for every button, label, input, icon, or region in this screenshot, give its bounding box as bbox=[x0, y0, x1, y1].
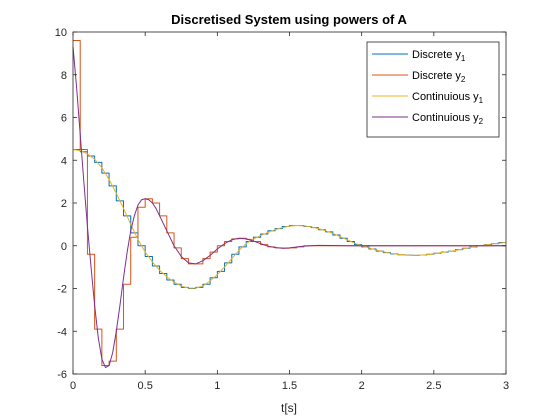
y-tick-label: 2 bbox=[61, 198, 67, 210]
series-line-4 bbox=[72, 46, 506, 369]
y-tick-label: 6 bbox=[61, 113, 67, 125]
legend-label-2: Discrete y2 bbox=[412, 70, 466, 84]
series-layer bbox=[72, 40, 507, 369]
legend-label-1: Discrete y1 bbox=[412, 49, 466, 63]
y-tick-label: 8 bbox=[61, 70, 67, 82]
legend: Discrete y1 Discrete y2 Continuious y1 Cont… bbox=[366, 41, 500, 138]
x-tick-label: 0 bbox=[70, 380, 76, 392]
legend-label-4: Continuious y2 bbox=[412, 112, 484, 126]
x-tick-label: 1.5 bbox=[282, 380, 297, 392]
y-tick-label: -6 bbox=[57, 369, 67, 381]
y-tick-label: 10 bbox=[55, 27, 67, 39]
series-line-3 bbox=[72, 149, 507, 289]
x-tick-label: 3 bbox=[503, 380, 509, 392]
ticks-layer: 0 0.5 1 1.5 2 2.5 3 -6 -4 -2 0 2 4 6 8 10 bbox=[55, 27, 509, 392]
legend-label-3: Continuious y1 bbox=[412, 91, 484, 105]
y-tick-label: -4 bbox=[57, 326, 67, 338]
legend-box bbox=[366, 41, 500, 138]
chart-title: Discretised System using powers of A bbox=[171, 12, 407, 27]
y-tick-label: 4 bbox=[61, 155, 67, 167]
x-tick-label: 2 bbox=[359, 380, 365, 392]
x-tick-label: 2.5 bbox=[426, 380, 441, 392]
x-tick-label: 0.5 bbox=[138, 380, 153, 392]
y-tick-label: -2 bbox=[57, 284, 67, 296]
x-tick-label: 1 bbox=[214, 380, 220, 392]
x-axis-label: t[s] bbox=[281, 401, 297, 415]
y-tick-label: 0 bbox=[61, 241, 67, 253]
